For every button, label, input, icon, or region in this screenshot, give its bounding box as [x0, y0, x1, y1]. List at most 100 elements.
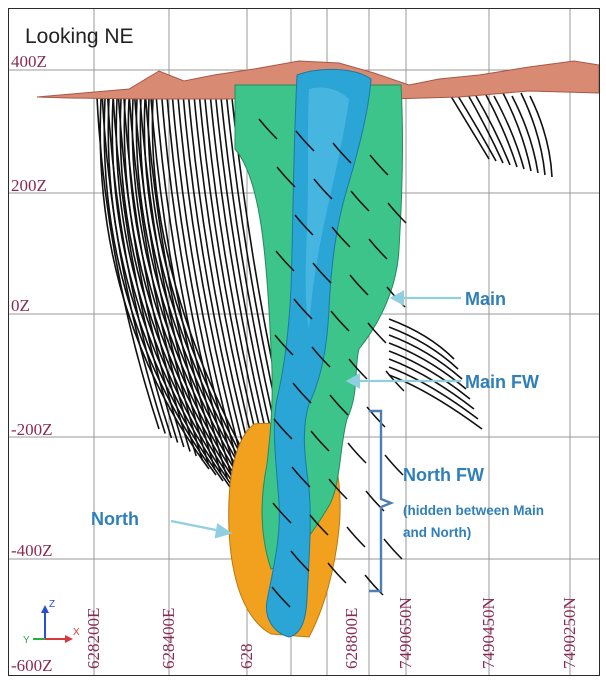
main-zone — [265, 68, 372, 638]
grid-label-7490250n: 7490250N — [560, 597, 579, 669]
drillhole-trace — [466, 92, 504, 164]
drillhole-trace — [388, 326, 459, 370]
axis-y-label: Y — [23, 635, 30, 646]
drillhole-trace — [387, 202, 407, 224]
drillhole-trace — [119, 98, 245, 500]
drillhole-trace — [276, 166, 296, 188]
drillhole-trace — [310, 430, 330, 452]
elevation-label-200: 200Z — [11, 176, 47, 195]
drillhole-trace — [107, 98, 224, 482]
drillhole-trace — [131, 98, 266, 518]
drillhole-trace — [529, 95, 553, 178]
drillhole-trace — [292, 382, 312, 404]
drillhole-trace — [144, 96, 216, 470]
drillhole-trace — [274, 334, 294, 356]
drillhole-trace — [388, 350, 471, 400]
elevation-label-400: 400Z — [11, 52, 47, 71]
drillhole-trace — [101, 97, 166, 434]
drillhole-trace — [271, 586, 291, 608]
drillhole-trace — [329, 394, 349, 416]
drillhole-trace — [388, 374, 483, 430]
elevation-label-minus-600: -600Z — [11, 656, 53, 675]
drillhole-trace — [328, 478, 348, 500]
drillhole-trace — [127, 98, 259, 512]
axis-triad-icon: Z X Y — [23, 599, 80, 646]
drillhole-trace — [258, 118, 278, 140]
grid-label-7490650n: 7490650N — [396, 597, 415, 669]
drillhole-trace — [134, 97, 204, 461]
elevation-label-minus-200: -200Z — [11, 420, 53, 439]
drillhole-trace — [365, 490, 385, 512]
drillhole-trace — [364, 574, 384, 596]
drillhole-trace — [369, 154, 389, 176]
drillhole-trace — [332, 142, 352, 164]
drillhole-trace — [388, 366, 479, 420]
north-fw-bracket — [369, 409, 395, 593]
drillhole-trace — [99, 98, 210, 470]
drillhole-trace — [383, 538, 403, 560]
axis-x-label: X — [73, 627, 80, 638]
grid-label-628800e: 628800E — [342, 608, 361, 669]
drillhole-trace — [367, 322, 387, 344]
drillhole-trace — [123, 98, 252, 506]
view-title: Looking NE — [25, 25, 134, 48]
callout-north-fw-note-2: and North) — [403, 525, 471, 540]
grid-label-7490450n: 7490450N — [479, 597, 498, 669]
drillhole-trace — [388, 358, 475, 410]
drillhole-trace — [330, 310, 350, 332]
drillhole-trace — [346, 526, 366, 548]
drillhole-trace — [171, 98, 247, 493]
drillhole-trace — [311, 346, 331, 368]
callout-north: North — [91, 509, 139, 529]
callout-north-fw: North FW — [403, 465, 484, 485]
drillhole-trace — [502, 92, 532, 172]
drillhole-trace — [313, 178, 333, 200]
drillhole-trace — [309, 514, 329, 536]
drillhole-trace — [349, 274, 369, 296]
drillhole-trace — [111, 98, 231, 488]
drillhole-trace — [291, 466, 311, 488]
drillhole-trace — [520, 92, 546, 176]
drillhole-trace — [347, 442, 367, 464]
grid-label-628400e: 628400E — [159, 608, 178, 669]
drillhole-trace — [293, 298, 313, 320]
drillhole-trace — [272, 502, 292, 524]
drillhole-trace — [511, 95, 539, 174]
drillhole-trace — [275, 250, 295, 272]
drillhole-trace — [115, 98, 238, 494]
drillhole-trace — [457, 95, 497, 162]
drillhole-trace — [484, 92, 518, 168]
grid-label-628-partial: 628 — [237, 644, 256, 670]
drillhole-trace — [166, 97, 241, 488]
drillhole-trace — [448, 92, 490, 160]
drillhole-trace — [273, 418, 293, 440]
axis-z-label: Z — [49, 599, 55, 610]
callout-arrows — [170, 290, 461, 539]
elevation-label-0: 0Z — [11, 296, 30, 315]
callout-main-fw: Main FW — [465, 372, 539, 392]
drillhole-trace — [384, 454, 404, 476]
drillhole-trace — [475, 95, 511, 166]
drillhole-trace — [388, 334, 463, 380]
section-view: Looking NE 400Z 200Z 0Z -200Z -400Z -600… — [8, 8, 600, 676]
drillhole-trace — [350, 190, 370, 212]
drillhole-trace — [155, 98, 228, 479]
grid-label-628200e: 628200E — [84, 608, 103, 669]
drillhole-trace — [295, 130, 315, 152]
drillhole-trace — [294, 214, 314, 236]
drillhole-trace — [331, 226, 351, 248]
drillhole-trace — [312, 262, 332, 284]
drillhole-trace — [290, 550, 310, 572]
drillhole-trace — [161, 96, 235, 484]
drillhole-trace — [388, 342, 467, 390]
drillhole-trace — [388, 318, 455, 360]
drillhole-trace — [493, 95, 525, 170]
callout-north-fw-note-1: (hidden between Main — [403, 503, 544, 518]
drillhole-trace — [327, 562, 347, 584]
drillhole-trace — [177, 96, 253, 497]
section-canvas: Looking NE 400Z 200Z 0Z -200Z -400Z -600… — [9, 9, 599, 675]
callout-main: Main — [465, 289, 506, 309]
drillhole-trace — [366, 406, 386, 428]
elevation-label-minus-400: -400Z — [11, 541, 53, 560]
drillhole-trace — [103, 98, 217, 476]
